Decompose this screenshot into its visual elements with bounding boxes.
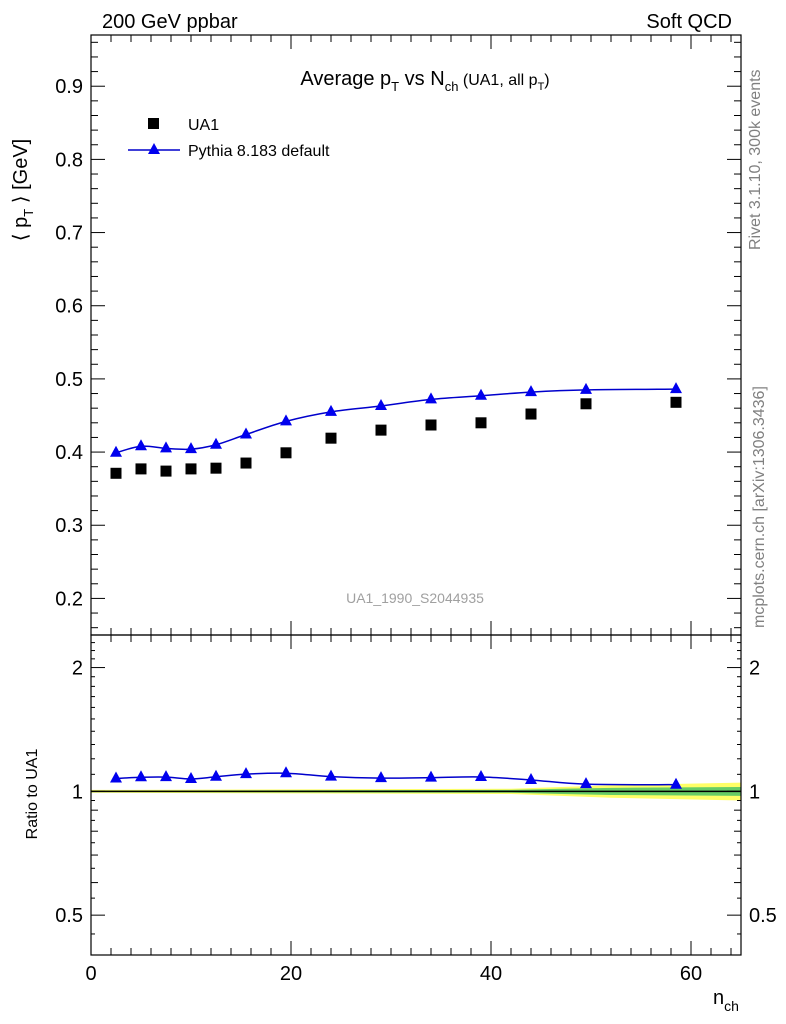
ratio-y-tick-label-left: 1 xyxy=(72,781,83,803)
ratio-y-tick-label-right: 2 xyxy=(749,658,760,680)
ratio-y-tick-label-right: 0.5 xyxy=(749,905,777,927)
ratio-pythia-point xyxy=(375,771,387,783)
ua1-data-point xyxy=(110,467,122,479)
pythia-data-point xyxy=(325,404,337,416)
main-y-tick-label: 0.2 xyxy=(55,588,83,610)
ratio-panel-ticks xyxy=(90,635,741,955)
main-panel-ticks xyxy=(90,35,741,635)
x-axis-label: nch xyxy=(713,987,739,1014)
pythia-data-point xyxy=(375,398,387,410)
pythia-data-point xyxy=(670,382,682,394)
legend-label-pythia: Pythia 8.183 default xyxy=(188,143,330,160)
x-tick-label: 40 xyxy=(480,963,502,985)
main-y-tick-label: 0.9 xyxy=(55,76,83,98)
ua1-data-point xyxy=(280,447,292,459)
pythia-data-point xyxy=(110,445,122,457)
pythia-data-point xyxy=(185,442,197,454)
ratio-y-tick-label-left: 0.5 xyxy=(55,905,83,927)
ua1-data-point xyxy=(325,432,337,444)
main-series-markers xyxy=(110,382,682,479)
ratio-pythia-point xyxy=(325,769,337,781)
pythia-line xyxy=(115,388,677,454)
ua1-data-point xyxy=(185,463,197,475)
ua1-data-point xyxy=(475,417,487,429)
legend-marker-pythia xyxy=(148,143,160,154)
ratio-panel-frame xyxy=(90,634,742,956)
pythia-data-point xyxy=(135,439,147,451)
pythia-data-point xyxy=(240,427,252,439)
main-y-tick-label: 0.4 xyxy=(55,442,83,464)
ua1-data-point xyxy=(525,408,537,420)
main-y-tick-label: 0.7 xyxy=(55,223,83,245)
main-y-tick-labels: 0.2 0.3 0.4 0.5 0.6 0.7 0.8 0.9 xyxy=(55,76,83,610)
legend: UA1 Pythia 8.183 default xyxy=(128,117,330,160)
ratio-panel: 0.5 0.5 1 1 2 2 0 20 40 60 Ratio to UA1 nch xyxy=(24,634,777,1014)
x-tick-label: 0 xyxy=(85,963,96,985)
main-y-tick-label: 0.8 xyxy=(55,149,83,171)
ratio-pythia-point xyxy=(135,770,147,782)
ratio-x-tick-labels: 0 20 40 60 xyxy=(85,963,702,985)
pythia-data-point xyxy=(525,385,537,397)
main-y-tick-label: 0.6 xyxy=(55,296,83,318)
ratio-uncertainty-band xyxy=(91,782,741,801)
main-title: Average pT vs Nch (UA1, all pT) xyxy=(300,68,549,94)
pythia-data-point xyxy=(160,441,172,453)
header-left-label: 200 GeV ppbar xyxy=(102,11,238,33)
ratio-pythia-point xyxy=(670,777,682,789)
main-y-axis-label: ⟨ pT ⟩ [GeV] xyxy=(10,139,36,242)
ratio-pythia-point xyxy=(160,770,172,782)
ua1-data-point xyxy=(375,424,387,436)
ua1-data-point xyxy=(210,462,222,474)
ratio-pythia-point xyxy=(525,772,537,784)
ratio-pythia-point xyxy=(185,771,197,783)
ratio-y-tick-label-left: 2 xyxy=(72,658,83,680)
legend-marker-ua1 xyxy=(148,118,159,129)
ua1-data-point xyxy=(580,398,592,410)
analysis-id-watermark: UA1_1990_S2044935 xyxy=(346,590,484,606)
ratio-pythia-point xyxy=(240,767,252,779)
ratio-y-tick-label-right: 1 xyxy=(749,781,760,803)
main-series-lines xyxy=(115,388,677,454)
ratio-series-lines xyxy=(115,772,677,786)
ratio-pythia-point xyxy=(580,777,592,789)
main-y-tick-label: 0.5 xyxy=(55,369,83,391)
ua1-data-point xyxy=(670,396,682,408)
mcplots-side-label: mcplots.cern.ch [arXiv:1306.3436] xyxy=(751,386,768,628)
ratio-y-tick-labels: 0.5 0.5 1 1 2 2 xyxy=(55,658,777,928)
ratio-series-markers xyxy=(110,766,682,789)
pythia-data-point xyxy=(210,437,222,449)
header-right-label: Soft QCD xyxy=(646,11,732,33)
ratio-pythia-point xyxy=(110,771,122,783)
ua1-data-point xyxy=(425,419,437,431)
ratio-pythia-point xyxy=(210,769,222,781)
ua1-data-point xyxy=(240,457,252,469)
ratio-pythia-line xyxy=(115,772,677,786)
pythia-data-point xyxy=(425,392,437,404)
main-y-tick-label: 0.3 xyxy=(55,515,83,537)
rivet-side-label: Rivet 3.1.10, 300k events xyxy=(747,69,764,250)
ua1-data-point xyxy=(135,463,147,475)
ua1-data-point xyxy=(160,465,172,477)
x-tick-label: 20 xyxy=(280,963,302,985)
main-panel: Average pT vs Nch (UA1, all pT) ⟨ pT ⟩ [… xyxy=(10,34,742,636)
ratio-pythia-point xyxy=(425,770,437,782)
pythia-data-point xyxy=(580,382,592,394)
pythia-data-point xyxy=(475,388,487,400)
ratio-pythia-point xyxy=(475,769,487,781)
ratio-pythia-point xyxy=(280,766,292,778)
pythia-data-point xyxy=(280,414,292,426)
x-tick-label: 60 xyxy=(680,963,702,985)
legend-label-ua1: UA1 xyxy=(188,117,219,134)
ratio-y-axis-label: Ratio to UA1 xyxy=(24,749,41,840)
